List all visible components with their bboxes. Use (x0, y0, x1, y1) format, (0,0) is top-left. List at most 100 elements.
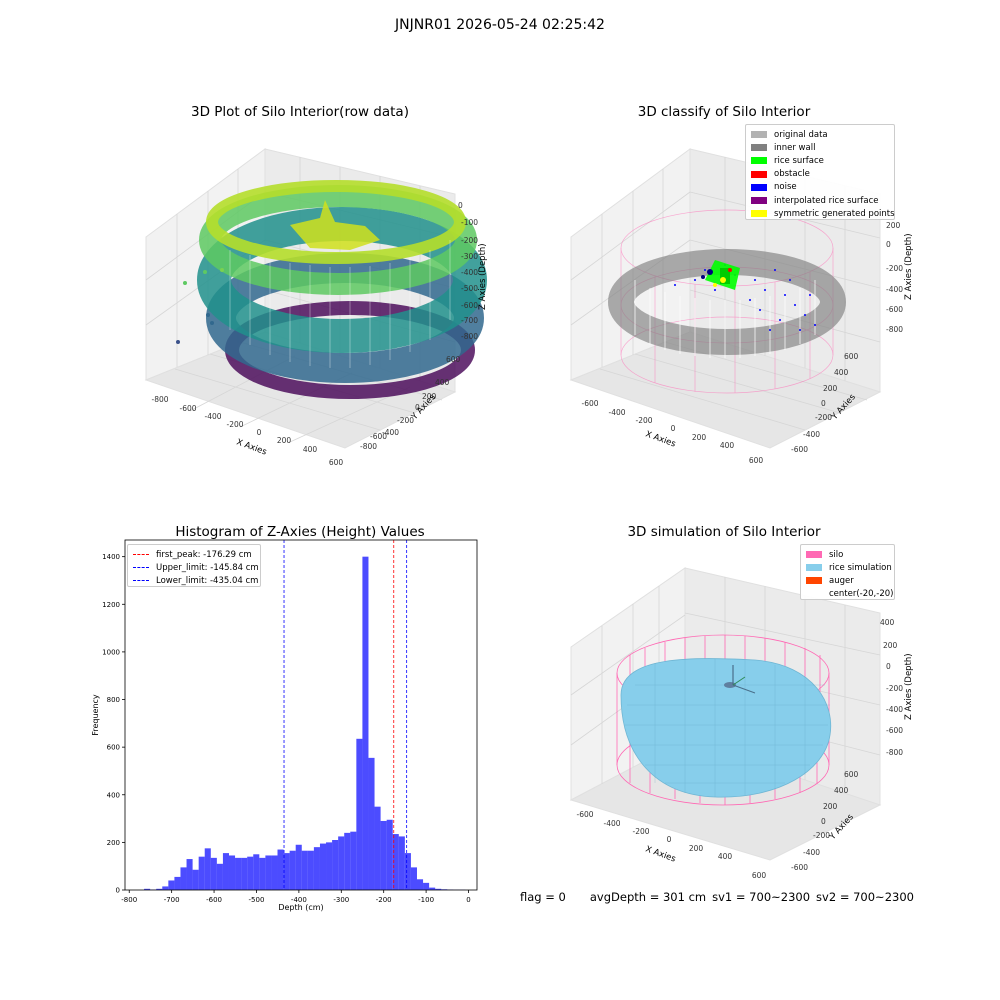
svg-text:-300: -300 (461, 252, 478, 261)
legend-label: inner wall (774, 142, 816, 153)
legend-item: center(-20,-20) (806, 588, 893, 601)
histogram-bar (380, 820, 387, 890)
histogram-bar (174, 876, 181, 890)
svg-text:-600: -600 (370, 432, 387, 441)
histogram-chart[interactable]: -800 -700 -600 -500 -400 -300 -200 -100 0 0 200 40… (70, 530, 490, 920)
histogram-bar (186, 859, 193, 890)
svg-text:0: 0 (886, 240, 891, 249)
svg-text:-600: -600 (461, 301, 478, 310)
histogram-bars (144, 556, 466, 890)
histogram-bar (307, 850, 314, 890)
inner-wall-points (608, 249, 846, 358)
svg-text:-200: -200 (813, 831, 830, 840)
histogram-bar (435, 888, 442, 890)
legend-item: interpolated rice surface (751, 194, 889, 207)
threshold-lines (283, 540, 408, 890)
legend-item: Upper_limit: -145.84 cm (133, 561, 259, 574)
histogram-bar (210, 857, 217, 890)
svg-text:-200: -200 (886, 684, 903, 693)
svg-text:-200: -200 (815, 413, 832, 422)
svg-text:0: 0 (886, 662, 891, 671)
legend-label: Upper_limit: -145.84 cm (156, 562, 259, 573)
histogram-bar (144, 888, 151, 890)
legend-label: first_peak: -176.29 cm (156, 549, 252, 560)
x-tick-label: -300 (333, 896, 349, 904)
svg-text:0: 0 (667, 835, 672, 844)
legend-item: original data (751, 128, 889, 141)
svg-text:-400: -400 (886, 705, 903, 714)
y-tick-label: 0 (116, 887, 120, 895)
z-tick-labels: 400 200 0 -200 -400 -600 -800 (880, 618, 903, 757)
svg-text:400: 400 (720, 441, 735, 450)
svg-text:0: 0 (415, 403, 420, 412)
svg-text:600: 600 (749, 456, 764, 465)
histogram-bar (319, 843, 327, 890)
x-ticks: -800 -700 -600 -500 -400 -300 -200 -100 0 (121, 890, 471, 904)
plot-frame (124, 539, 478, 891)
histogram-bar (259, 857, 266, 890)
svg-text:-600: -600 (576, 810, 593, 819)
status-sv1: sv1 = 700~2300 (712, 890, 811, 904)
svg-text:-600: -600 (179, 404, 196, 413)
histogram-bar (277, 849, 284, 890)
x-tick-labels: -600 -400 -200 0 200 400 600 (576, 810, 766, 880)
histogram-bar (423, 882, 430, 890)
histogram-bar (283, 853, 290, 890)
legend-item: Lower_limit: -435.04 cm (133, 574, 259, 587)
histogram-bar (198, 856, 205, 890)
svg-text:-400: -400 (603, 819, 620, 828)
legend-swatch (751, 170, 767, 178)
panel-simulation-3d[interactable]: -600 -400 -200 0 200 400 600 X Axies 600 400… (555, 555, 925, 880)
histogram-bar (429, 887, 436, 890)
svg-text:-800: -800 (886, 748, 903, 757)
legend-label: obstacle (774, 169, 810, 180)
svg-text:0: 0 (821, 817, 826, 826)
histogram-bar (350, 831, 357, 890)
histogram-bar (301, 850, 308, 890)
svg-text:600: 600 (844, 770, 859, 779)
panel-classify-title: 3D classify of Silo Interior (637, 104, 811, 120)
y-tick-labels: 600 400 200 0 -200 -400 -600 (791, 770, 859, 872)
legend-item: first_peak: -176.29 cm (133, 548, 255, 561)
legend-label: Lower_limit: -435.04 cm (156, 575, 259, 586)
svg-text:-400: -400 (461, 268, 478, 277)
x-axis-label: X Axies (644, 844, 677, 864)
status-sv2: sv2 = 700~2300 (816, 890, 914, 904)
svg-text:400: 400 (834, 786, 849, 795)
histogram-bar (362, 556, 369, 890)
svg-text:-400: -400 (382, 428, 399, 437)
histogram-bar (416, 879, 424, 890)
histogram-bar (313, 847, 320, 890)
histogram-bar (235, 857, 242, 890)
legend-swatch (751, 183, 767, 191)
legend-item: noise (751, 181, 889, 194)
histogram-bar (265, 855, 272, 890)
svg-text:200: 200 (823, 384, 838, 393)
legend-line (133, 580, 149, 582)
figure-title: JNJNR01 2026-05-24 02:25:42 (395, 17, 605, 33)
histogram-bar (410, 867, 417, 890)
histogram-legend: first_peak: -176.29 cm Upper_limit: -145… (127, 544, 261, 587)
histogram-bar (289, 850, 296, 890)
svg-text:400: 400 (834, 368, 849, 377)
svg-text:-800: -800 (886, 325, 903, 334)
svg-text:-800: -800 (461, 332, 478, 341)
y-ticks: 0 200 400 600 800 1000 1200 1400 (102, 553, 125, 895)
legend-swatch (806, 591, 822, 598)
histogram-bar (204, 848, 211, 890)
rice-simulation-surface (620, 658, 832, 798)
legend-item: silo (806, 548, 889, 561)
y-tick-label: 1000 (102, 648, 120, 656)
x-axis-label: Depth (cm) (278, 903, 323, 912)
legend-swatch (751, 131, 767, 139)
svg-text:400: 400 (880, 618, 895, 627)
legend-swatch (751, 197, 767, 205)
histogram-bar (168, 880, 175, 890)
row-data-point-cloud (176, 180, 487, 399)
svg-text:-400: -400 (608, 408, 625, 417)
legend-swatch (806, 551, 822, 559)
histogram-bar (386, 819, 393, 890)
y-tick-label: 200 (107, 839, 120, 847)
